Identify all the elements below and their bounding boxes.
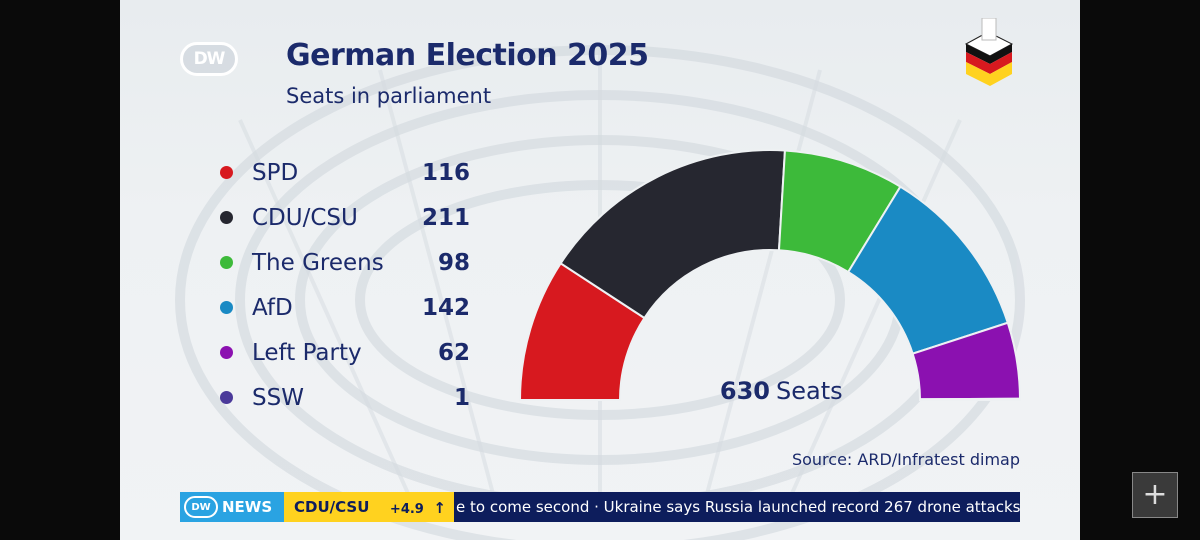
dw-logo: DW xyxy=(180,42,238,76)
legend-label: SPD xyxy=(252,159,299,186)
expand-plus-button[interactable]: + xyxy=(1132,472,1178,518)
legend-dot xyxy=(220,391,233,404)
dw-news-logo: DW xyxy=(184,496,218,518)
legend-value: 116 xyxy=(421,159,470,186)
graphic-title: German Election 2025 xyxy=(286,38,649,73)
legend-item-spd: SPD 116 xyxy=(220,150,470,195)
ticker-party-result: CDU/CSU +4.9 ↑ xyxy=(284,492,454,522)
ticker-brand-label: NEWS xyxy=(222,498,273,516)
ticker-party-name: CDU/CSU xyxy=(294,498,370,516)
broadcast-graphic: DW German Election 2025 Seats in parliam… xyxy=(120,0,1080,540)
legend-value: 98 xyxy=(437,249,470,276)
legend-dot xyxy=(220,211,233,224)
video-letterbox-right xyxy=(1080,0,1200,540)
legend-dot xyxy=(220,301,233,314)
legend-label: CDU/CSU xyxy=(252,204,358,231)
total-seats-label: Seats xyxy=(776,377,843,405)
legend-item-ssw: SSW 1 xyxy=(220,375,470,420)
legend-label: Left Party xyxy=(252,339,362,366)
legend-item-greens: The Greens 98 xyxy=(220,240,470,285)
legend-label: The Greens xyxy=(252,249,384,276)
legend-value: 211 xyxy=(421,204,470,231)
video-letterbox-left xyxy=(0,0,120,540)
legend-item-left-party: Left Party 62 xyxy=(220,330,470,375)
parliament-seat-chart: 630 Seats xyxy=(518,149,1022,405)
legend-value: 62 xyxy=(437,339,470,366)
ticker-headline: e to come second · Ukraine says Russia l… xyxy=(456,498,1020,516)
party-legend: SPD 116 CDU/CSU 211 The Greens 98 AfD 14… xyxy=(220,150,470,420)
total-seats-value: 630 xyxy=(720,377,770,405)
legend-dot xyxy=(220,346,233,359)
news-ticker: DW NEWS CDU/CSU +4.9 ↑ e to come second … xyxy=(180,492,1020,522)
graphic-subtitle: Seats in parliament xyxy=(286,84,492,108)
up-arrow-icon: ↑ xyxy=(433,498,446,517)
legend-value: 142 xyxy=(421,294,470,321)
legend-label: AfD xyxy=(252,294,293,321)
ticker-brand: DW NEWS xyxy=(180,492,284,522)
ballot-box-icon xyxy=(964,18,1014,86)
legend-dot xyxy=(220,256,233,269)
legend-item-cdu-csu: CDU/CSU 211 xyxy=(220,195,470,240)
ticker-change-value: +4.9 xyxy=(389,501,424,517)
legend-item-afd: AfD 142 xyxy=(220,285,470,330)
seat-segment-ssw xyxy=(918,397,1022,401)
legend-value: 1 xyxy=(453,384,470,411)
legend-dot xyxy=(220,166,233,179)
source-note: Source: ARD/Infratest dimap xyxy=(791,450,1020,469)
legend-label: SSW xyxy=(252,384,304,411)
